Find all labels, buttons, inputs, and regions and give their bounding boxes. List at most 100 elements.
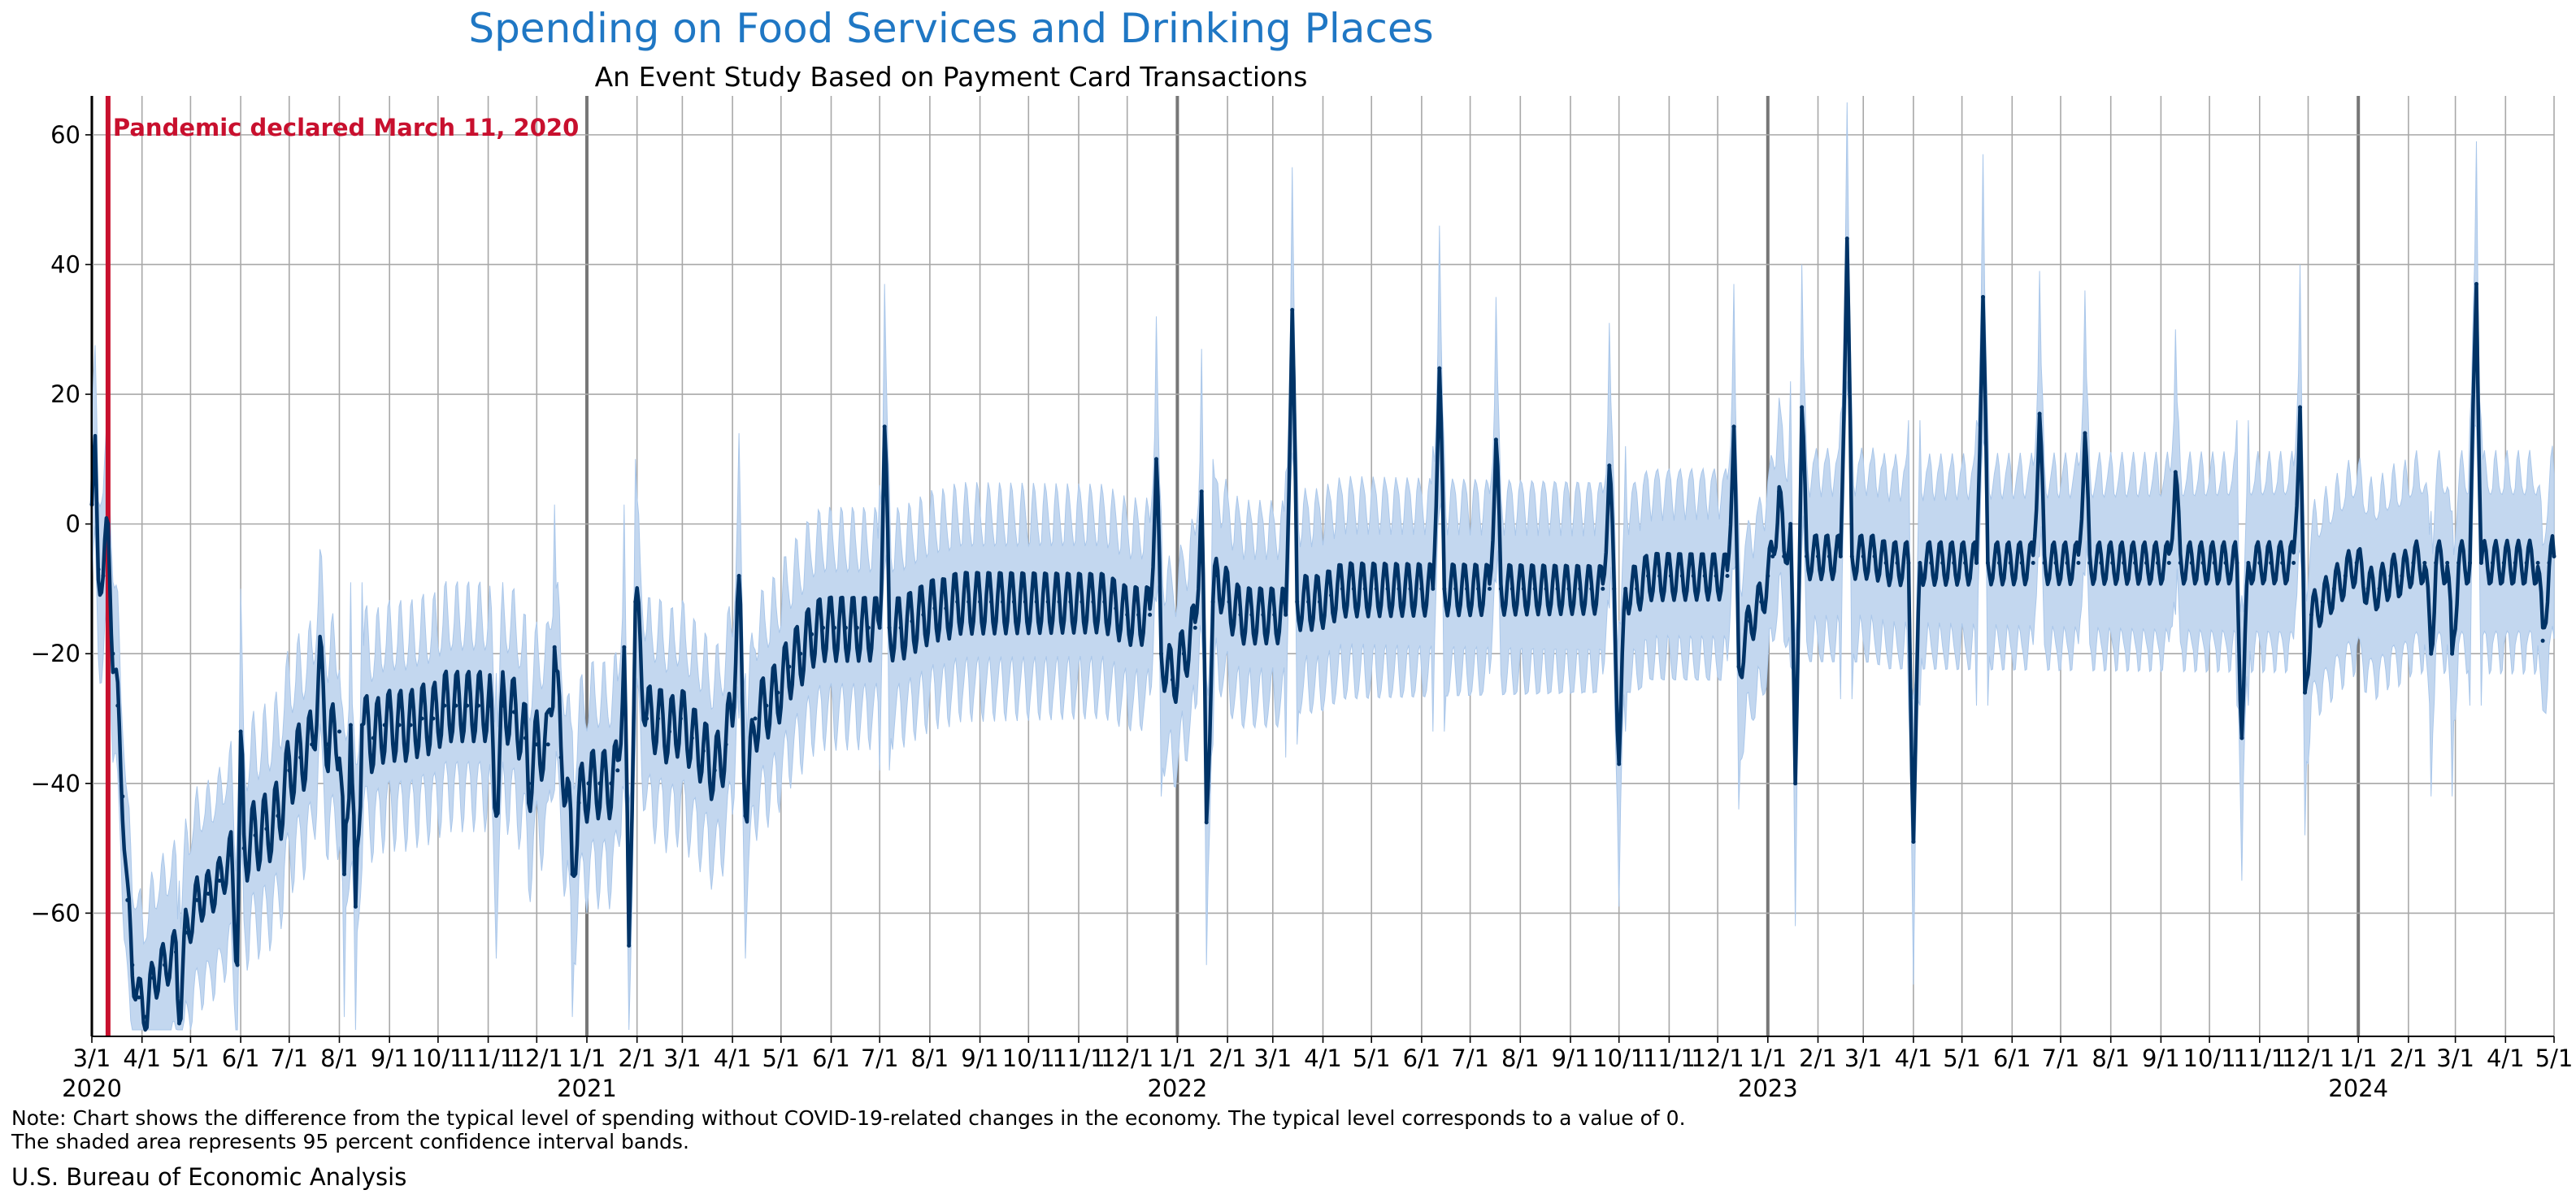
series-point (397, 723, 402, 727)
series-point (1249, 612, 1254, 617)
series-point (1204, 820, 1209, 825)
series-point (1295, 599, 1300, 604)
x-tick-label: 5/1 (172, 1044, 210, 1072)
x-tick-label: 11/1 (2233, 1044, 2286, 1072)
series-point (1159, 651, 1163, 656)
series-point (120, 794, 125, 799)
series-point (978, 599, 983, 604)
x-tick-label: 10/1 (1002, 1044, 1055, 1072)
series-point (326, 742, 331, 747)
series-point (882, 424, 887, 429)
series-point (1476, 586, 1481, 591)
series-point (1544, 586, 1549, 591)
series-point (353, 904, 358, 909)
series-point (206, 892, 211, 896)
series-point (1210, 599, 1215, 604)
series-point (1895, 561, 1900, 565)
series-point (1844, 237, 1849, 241)
series-point (1816, 554, 1820, 558)
series-point (101, 574, 106, 578)
x-tick-label: 12/1 (1101, 1044, 1153, 1072)
series-point (298, 755, 303, 760)
series-point (235, 962, 240, 967)
series-point (1125, 612, 1130, 617)
series-point (1148, 612, 1153, 617)
series-point (1646, 574, 1650, 578)
series-point (2474, 281, 2478, 286)
x-year-label: 2024 (2328, 1075, 2388, 1102)
series-point (1488, 586, 1492, 591)
series-point (955, 599, 960, 604)
series-point (597, 781, 602, 786)
series-point (667, 729, 671, 734)
series-point (701, 749, 706, 754)
series-point (2343, 574, 2348, 578)
series-point (2235, 561, 2239, 565)
series-point (2122, 561, 2126, 565)
series-point (1800, 405, 1805, 410)
series-point (2547, 561, 2552, 565)
series-point (1906, 561, 1911, 565)
x-tick-label: 6/1 (812, 1044, 850, 1072)
series-point (183, 930, 188, 935)
x-tick-label: 4/1 (1895, 1044, 1933, 1072)
series-point (1985, 561, 1990, 565)
y-tick-label: 60 (50, 121, 80, 149)
series-point (1034, 599, 1039, 604)
series-point (2042, 561, 2047, 565)
series-point (1362, 586, 1367, 591)
series-point (2429, 651, 2434, 656)
y-tick-label: 20 (50, 380, 80, 408)
series-point (2173, 470, 2178, 475)
series-point (2133, 561, 2138, 565)
x-tick-label: 9/1 (371, 1044, 409, 1072)
series-point (627, 943, 632, 948)
series-point (1601, 586, 1605, 591)
series-point (2501, 561, 2506, 565)
series-point (96, 567, 101, 571)
series-point (2144, 561, 2148, 565)
series-point (798, 651, 803, 656)
series-point (1996, 561, 2001, 565)
x-tick-label: 5/1 (1943, 1044, 1981, 1072)
series-point (854, 625, 859, 630)
series-point (115, 703, 120, 708)
series-point (1702, 574, 1707, 578)
series-point (1442, 586, 1447, 591)
series-point (1861, 554, 1866, 558)
series-point (1011, 599, 1016, 604)
series-point (1838, 554, 1843, 558)
series-point (1290, 307, 1295, 312)
series-point (2422, 561, 2427, 565)
x-tick-label: 7/1 (1451, 1044, 1489, 1072)
x-tick-label: 2/1 (2390, 1044, 2428, 1072)
series-point (2239, 736, 2244, 740)
series-point (1793, 781, 1798, 786)
series-point (523, 736, 528, 740)
series-point (431, 716, 436, 721)
x-tick-label: 7/1 (861, 1044, 899, 1072)
series-point (730, 703, 735, 708)
series-point (1657, 574, 1662, 578)
confidence-band-layer (91, 102, 2555, 1031)
series-point (1453, 586, 1458, 591)
series-point (151, 975, 156, 980)
x-year-label: 2022 (1147, 1075, 1207, 1102)
x-tick-label: 1/1 (1748, 1044, 1787, 1072)
x-tick-label: 12/1 (1692, 1044, 1744, 1072)
series-point (1136, 612, 1141, 617)
series-point (1607, 463, 1612, 468)
x-tick-label: 8/1 (1501, 1044, 1540, 1072)
series-point (989, 599, 993, 604)
series-point (2110, 561, 2115, 565)
series-point (1199, 489, 1204, 494)
series-point (1351, 586, 1356, 591)
series-point (2388, 574, 2393, 578)
x-tick-label: 8/1 (2092, 1044, 2130, 1072)
x-tick-label: 4/1 (714, 1044, 752, 1072)
series-point (552, 645, 557, 649)
series-point (2178, 561, 2183, 565)
